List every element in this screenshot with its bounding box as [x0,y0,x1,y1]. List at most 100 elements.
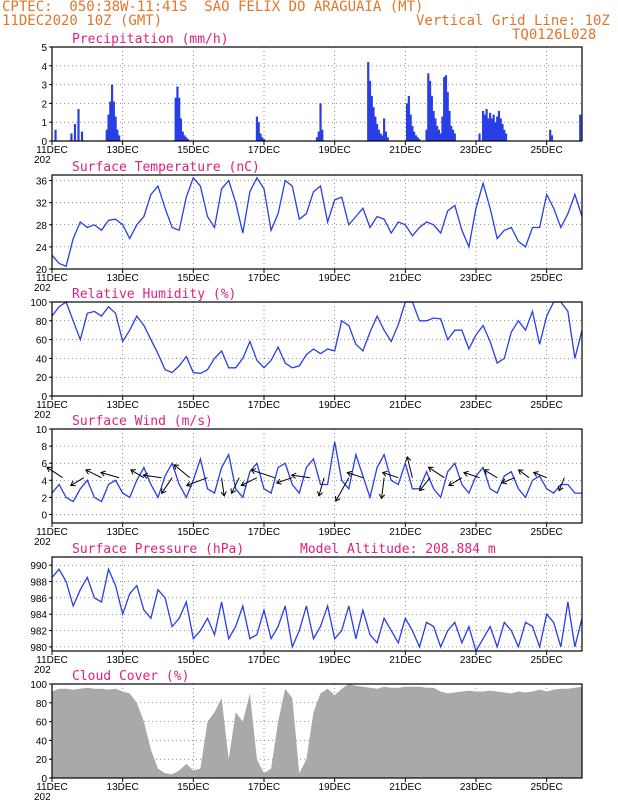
y-tick-label: 60 [36,718,48,729]
x-tick-label: 25DEC [531,527,563,538]
precip-bar [259,133,262,141]
precip-bar [483,114,486,141]
precip-bar [501,124,504,141]
wind-vector-head [173,464,180,470]
precip-bar [183,135,186,141]
x-tick-label: 25DEC [531,273,563,284]
x-tick-label: 25DEC [531,145,563,156]
precip-bar [497,110,501,141]
precip-bar [367,62,370,141]
x-tick-label: 21DEC [389,400,421,411]
wind-vector [335,477,350,502]
wind-vector [130,469,145,479]
y-tick-label: 40 [36,736,48,747]
header-run-date: 11DEC2020 10Z (GMT) [2,13,163,29]
x-tick-label: 15DEC [177,273,209,284]
precip-bar [178,97,181,141]
precip-bar [451,129,455,141]
x-tick-label: 15DEC [177,400,209,411]
x-tick-label: 15DEC [177,527,209,538]
precip-bar [499,118,502,141]
precip-bar [107,114,110,141]
precip-bar [439,133,442,141]
precip-bar [379,133,382,141]
wind-vector [231,477,240,494]
wind-vector [70,477,85,486]
y-tick-label: 100 [30,298,47,309]
wind-vector [85,469,102,479]
precip-bar [261,137,264,141]
y-tick-label: 4 [41,62,47,73]
precip-bar [315,137,319,141]
precip-bar [70,133,73,141]
x-tick-label: 21DEC [389,527,421,538]
wind-vector-head [230,488,237,495]
y-tick-label: 32 [36,199,48,210]
wind-vector [518,469,530,479]
x-tick-label: 25DEC [531,782,563,793]
x-tick-label: 11DEC [36,527,68,538]
precip-bar [418,139,421,141]
y-tick-label: 36 [36,177,48,188]
y-tick-label: 2 [41,493,47,504]
wind-vector [347,472,364,479]
x-tick-label: 23DEC [460,400,492,411]
x-tick-label: 11DEC [36,400,68,411]
wind-vector [533,472,547,479]
wind-vector [463,472,480,479]
header-model-id: TQ0126L028 [512,27,597,43]
precip-bar [428,80,432,141]
wind-vector [381,477,385,499]
x-tick-label: 21DEC [389,145,421,156]
precip-bar [407,95,410,141]
precip-bar [105,129,108,141]
precip-bar [496,116,499,141]
precip-bar [453,133,456,141]
precip-bar [319,103,322,141]
y-tick-label: 100 [30,680,47,691]
series-line [51,441,582,503]
wind-vector [483,469,498,479]
precip-bar [436,125,439,141]
y-tick-label: 0 [41,137,47,148]
cloud-cover-area [52,684,582,778]
precip-bar [381,135,384,141]
precip-bar [375,124,379,141]
precip-bar [425,129,428,141]
wind-vector [173,464,191,479]
panel-title: Surface Temperature (nC) [72,160,260,175]
y-tick-label: 28 [36,221,48,232]
wind-vector-head [85,468,91,475]
precip-bar [73,124,77,141]
x-tick-label: 15DEC [177,145,209,156]
precip-bar [411,125,414,141]
x-year-label: 202 [34,665,51,676]
precip-bar [450,125,453,141]
x-year-label: 202 [34,410,51,421]
wind-vector-head [557,485,564,492]
precip-bar [116,129,119,141]
precip-bar [377,129,380,141]
precip-bar [77,109,80,141]
y-tick-label: 5 [41,43,47,54]
x-tick-label: 19DEC [319,273,351,284]
x-year-label: 202 [34,537,51,548]
wind-vector [419,477,431,492]
y-tick-label: 0 [41,510,47,521]
y-tick-label: 20 [36,373,48,384]
x-tick-label: 23DEC [460,527,492,538]
wind-vector [100,472,120,479]
precip-bar [321,129,324,141]
precip-bar [409,114,412,141]
panel-frame [51,174,583,270]
wind-vector-head [220,491,227,497]
precip-bar [494,122,497,141]
wind-vector-head [275,478,282,485]
wind-vector [143,474,162,479]
precip-bar [186,139,190,141]
wind-vector [251,469,275,479]
x-tick-label: 21DEC [389,782,421,793]
precip-bar [444,75,448,141]
wind-vector [46,466,63,479]
wind-vector-head [290,472,297,479]
